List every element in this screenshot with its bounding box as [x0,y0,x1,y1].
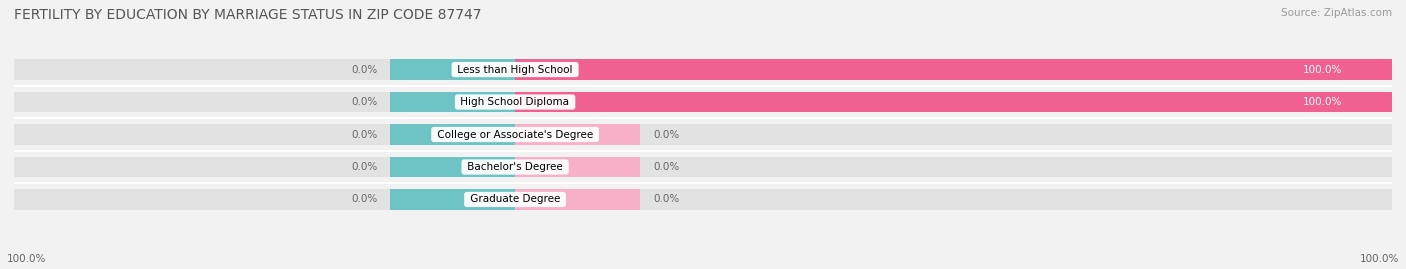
Bar [14,157,1392,177]
Bar [14,189,1392,210]
Text: Bachelor's Degree: Bachelor's Degree [464,162,567,172]
Text: Graduate Degree: Graduate Degree [467,194,564,204]
Text: 0.0%: 0.0% [352,194,377,204]
Bar [389,157,515,177]
Text: High School Diploma: High School Diploma [457,97,572,107]
Bar [515,189,640,210]
Bar [515,92,1392,112]
Text: 0.0%: 0.0% [352,129,377,140]
Text: 100.0%: 100.0% [1302,65,1341,75]
Bar [515,157,640,177]
Text: 0.0%: 0.0% [352,65,377,75]
Text: 0.0%: 0.0% [652,194,679,204]
Bar [389,59,515,80]
Text: College or Associate's Degree: College or Associate's Degree [434,129,596,140]
Bar [515,59,1392,80]
Text: FERTILITY BY EDUCATION BY MARRIAGE STATUS IN ZIP CODE 87747: FERTILITY BY EDUCATION BY MARRIAGE STATU… [14,8,482,22]
Bar [14,59,1392,80]
Text: 100.0%: 100.0% [1360,254,1399,264]
Text: 0.0%: 0.0% [652,129,679,140]
Bar [14,125,1392,144]
Bar [389,92,515,112]
Text: Less than High School: Less than High School [454,65,576,75]
Text: 0.0%: 0.0% [352,97,377,107]
Text: 0.0%: 0.0% [352,162,377,172]
Text: 0.0%: 0.0% [652,162,679,172]
Bar [515,125,640,144]
Text: 100.0%: 100.0% [7,254,46,264]
Bar [14,92,1392,112]
Bar [389,189,515,210]
Text: 100.0%: 100.0% [1302,97,1341,107]
Text: Source: ZipAtlas.com: Source: ZipAtlas.com [1281,8,1392,18]
Bar [389,125,515,144]
